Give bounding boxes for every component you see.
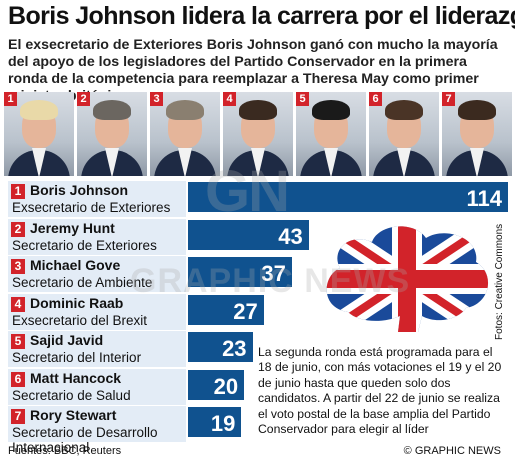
candidate-photo: 5 — [296, 92, 366, 176]
candidate-row: 3 Michael Gove Secretario de Ambiente 37 — [8, 256, 508, 292]
vote-count: 23 — [222, 336, 247, 361]
vote-bar: 27 — [188, 294, 264, 325]
vote-bar: 37 — [188, 257, 292, 287]
photo-number: 7 — [442, 92, 455, 106]
candidate-row: 7 Rory Stewart Secretario de Desarrollo In… — [8, 406, 508, 455]
candidate-row: 2 Jeremy Hunt Secretario de Exteriores 43 — [8, 218, 508, 255]
candidate-name: Michael Gove — [30, 257, 121, 273]
vote-count: 27 — [233, 298, 258, 324]
vote-bar: 20 — [188, 369, 245, 400]
vote-count: 20 — [213, 373, 239, 399]
candidate-row: 5 Sajid Javid Secretario del Interior 23 — [8, 331, 508, 367]
candidate-name: Rory Stewart — [30, 407, 117, 423]
candidate-photo: 4 — [223, 92, 293, 176]
portrait-hair — [93, 100, 131, 120]
candidate-name: Matt Hancock — [30, 369, 122, 386]
candidate-label: 5 Sajid Javid Secretario del Interior — [8, 331, 186, 367]
rank-badge: 4 — [11, 296, 25, 312]
portrait-hair — [20, 100, 58, 120]
vote-count: 37 — [261, 261, 286, 286]
photo-credit: Fotos: Creative Commons — [494, 223, 505, 340]
candidate-photos: 1 2 3 4 5 6 7 — [4, 92, 512, 176]
candidate-role: Secretario de Desarrollo Internacional — [12, 425, 158, 455]
candidate-label: 3 Michael Gove Secretario de Ambiente — [8, 256, 186, 292]
candidate-role: Secretario de Ambiente — [12, 275, 153, 290]
candidate-photo: 2 — [77, 92, 147, 176]
portrait-hair — [166, 100, 204, 120]
photo-number: 1 — [4, 92, 17, 106]
candidate-label: 6 Matt Hancock Secretario de Salud — [8, 368, 186, 405]
vote-bar: 43 — [188, 219, 309, 250]
portrait-hair — [385, 100, 423, 120]
vote-bar: 114 — [188, 182, 508, 212]
graphic-news-credit: © GRAPHIC NEWS — [403, 445, 501, 457]
portrait-hair — [312, 100, 350, 120]
rank-badge: 5 — [11, 334, 25, 349]
candidate-name: Sajid Javid — [30, 332, 104, 348]
vote-count: 114 — [466, 186, 503, 211]
rank-badge: 2 — [11, 221, 25, 237]
photo-number: 3 — [150, 92, 163, 106]
photo-number: 6 — [369, 92, 382, 106]
candidate-label: 2 Jeremy Hunt Secretario de Exteriores — [8, 218, 186, 255]
source-text: Fuentes: BBC, Reuters — [8, 445, 122, 457]
candidate-role: Exsecretario del Brexit — [12, 312, 148, 328]
results-chart: 1 Boris Johnson Exsecretario de Exteriores… — [8, 181, 508, 455]
candidate-role: Secretario del Interior — [12, 350, 142, 365]
portrait-hair — [239, 100, 277, 120]
photo-number: 4 — [223, 92, 236, 106]
candidate-name: Dominic Raab — [30, 294, 124, 311]
candidate-row: 4 Dominic Raab Exsecretario del Brexit 27 — [8, 293, 508, 330]
candidate-role: Secretario de Exteriores — [12, 237, 157, 253]
photo-number: 5 — [296, 92, 309, 106]
rank-badge: 7 — [11, 409, 25, 424]
vote-count: 43 — [278, 223, 303, 249]
candidate-label: 1 Boris Johnson Exsecretario de Exteriores — [8, 181, 186, 217]
photo-number: 2 — [77, 92, 90, 106]
schedule-note: La segunda ronda está programada para el… — [258, 345, 502, 437]
vote-bar: 19 — [188, 407, 242, 437]
portrait-hair — [458, 100, 496, 120]
vote-count: 19 — [210, 411, 236, 436]
page-title: Boris Johnson lidera la carrera por el l… — [8, 2, 515, 30]
candidate-photo: 1 — [4, 92, 74, 176]
candidate-role: Exsecretario de Exteriores — [12, 200, 171, 215]
rank-badge: 3 — [11, 259, 25, 274]
conservative-tree-union-flag-logo — [326, 226, 489, 333]
candidate-photo: 3 — [150, 92, 220, 176]
candidate-row: 6 Matt Hancock Secretario de Salud 20 — [8, 368, 508, 405]
rank-badge: 6 — [11, 371, 25, 387]
candidate-row: 1 Boris Johnson Exsecretario de Exteriores… — [8, 181, 508, 217]
candidate-name: Jeremy Hunt — [30, 219, 115, 236]
rank-badge: 1 — [11, 184, 25, 199]
candidate-photo: 7 — [442, 92, 512, 176]
candidate-label: 4 Dominic Raab Exsecretario del Brexit — [8, 293, 186, 330]
candidate-role: Secretario de Salud — [12, 387, 131, 403]
candidate-label: 7 Rory Stewart Secretario de Desarrollo In… — [8, 406, 186, 455]
candidate-name: Boris Johnson — [30, 182, 129, 198]
candidate-photo: 6 — [369, 92, 439, 176]
vote-bar: 23 — [188, 332, 253, 362]
